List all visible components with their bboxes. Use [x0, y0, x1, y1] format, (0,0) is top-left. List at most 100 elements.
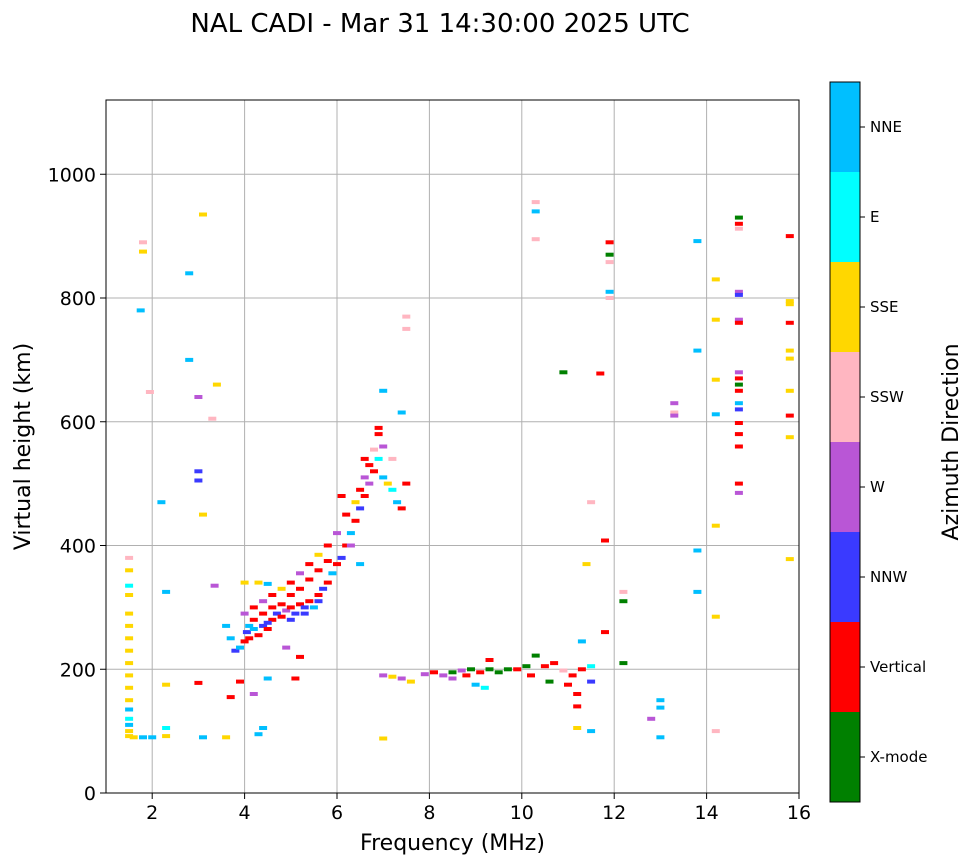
data-point [397, 410, 406, 415]
data-point [125, 611, 134, 616]
data-point [185, 271, 194, 276]
data-point [785, 388, 794, 393]
y-tick-label: 400 [60, 536, 96, 558]
data-point [559, 370, 568, 375]
colorbar-segment [830, 712, 860, 802]
data-point [531, 209, 540, 214]
data-point [240, 580, 249, 585]
data-point [485, 658, 494, 662]
data-point [162, 682, 171, 687]
x-tick-label: 14 [695, 802, 719, 824]
data-point [277, 614, 286, 619]
data-point [199, 735, 207, 740]
colorbar-frame [829, 81, 861, 803]
data-point [785, 435, 794, 440]
data-point [568, 673, 577, 678]
data-point [647, 716, 656, 721]
data-point [545, 679, 554, 684]
data-point [125, 716, 134, 721]
data-point [194, 395, 203, 399]
data-point [785, 348, 794, 353]
data-point [471, 682, 480, 687]
data-point [582, 562, 591, 567]
data-point [208, 416, 217, 421]
data-point [379, 388, 388, 393]
data-point [531, 200, 540, 205]
data-point [360, 475, 369, 480]
data-point [263, 581, 272, 586]
data-point [365, 463, 374, 468]
data-point [601, 630, 609, 635]
data-point [734, 226, 743, 231]
data-point [619, 589, 628, 594]
colorbar-tick-label: W [870, 478, 885, 496]
data-point [291, 611, 300, 616]
data-point [467, 667, 475, 672]
data-point [249, 692, 258, 696]
x-tick-label: 16 [787, 802, 811, 824]
data-point [693, 239, 702, 244]
data-point [254, 633, 263, 638]
x-tick-label: 6 [331, 802, 343, 824]
y-tick-label: 1000 [48, 164, 96, 186]
data-point [734, 407, 743, 412]
data-point [397, 506, 406, 511]
data-point [145, 390, 154, 394]
data-point [125, 648, 134, 653]
data-point [388, 674, 397, 679]
data-point [734, 444, 743, 449]
data-point [370, 447, 378, 452]
data-point [522, 664, 531, 669]
data-point [249, 627, 258, 631]
data-point [711, 523, 720, 528]
data-point [370, 469, 378, 474]
data-point [296, 654, 304, 659]
grid-lines [106, 100, 800, 794]
data-point [125, 583, 134, 588]
data-point [605, 260, 614, 265]
data-point [531, 653, 540, 658]
data-point [605, 296, 614, 300]
chart-title: NAL CADI - Mar 31 14:30:00 2025 UTC [190, 9, 689, 39]
data-point [162, 589, 171, 594]
data-point [734, 388, 743, 393]
data-point [374, 425, 383, 430]
colorbar-label: Azimuth Direction [939, 343, 964, 540]
y-axis-label: Virtual height (km) [11, 343, 36, 550]
data-point [263, 627, 272, 631]
data-point [346, 531, 355, 536]
data-point [268, 593, 277, 597]
data-point [125, 555, 134, 560]
data-point [199, 512, 207, 517]
data-point [785, 320, 794, 325]
x-tick-label: 2 [146, 802, 158, 824]
data-point [360, 456, 369, 461]
data-point [457, 668, 466, 673]
plot-frame [105, 99, 800, 794]
data-point [785, 557, 794, 562]
data-point [734, 370, 743, 375]
data-point [286, 617, 295, 622]
data-point [210, 583, 219, 588]
data-point [734, 215, 743, 220]
data-point [212, 382, 221, 387]
data-point [268, 617, 277, 622]
data-point [711, 412, 720, 417]
data-point [125, 729, 134, 734]
data-point [323, 543, 332, 548]
data-points [125, 200, 794, 741]
data-point [356, 506, 365, 511]
data-point [605, 252, 614, 257]
data-point [693, 589, 702, 594]
colorbar-tick-label: SSW [870, 388, 904, 406]
data-point [711, 729, 720, 734]
data-point [734, 401, 743, 406]
colorbar-tick-label: NNW [870, 568, 907, 586]
data-point [296, 586, 304, 591]
data-point [259, 623, 268, 628]
data-point [420, 672, 429, 677]
data-point [291, 676, 300, 681]
data-point [734, 320, 743, 325]
data-point [480, 685, 489, 690]
